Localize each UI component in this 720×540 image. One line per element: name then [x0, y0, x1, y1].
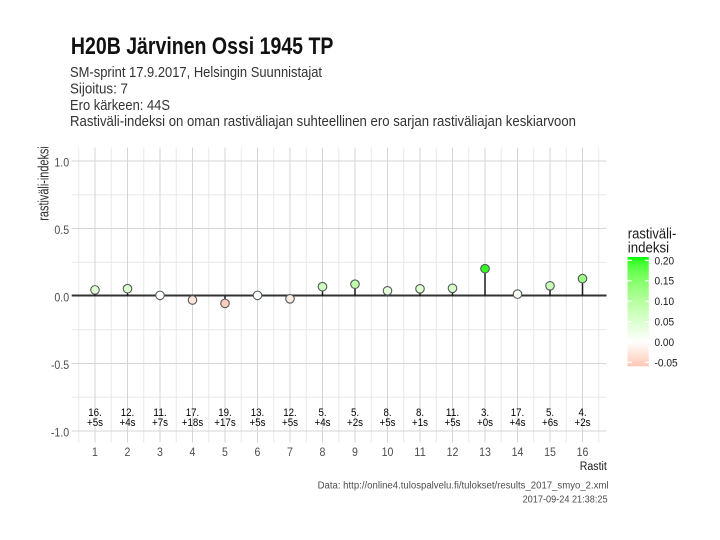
- svg-text:0.00: 0.00: [655, 337, 675, 349]
- svg-text:7: 7: [287, 445, 293, 459]
- svg-text:17.: 17.: [186, 407, 200, 419]
- svg-text:SM-sprint 17.9.2017, Helsingin: SM-sprint 17.9.2017, Helsingin Suunnista…: [70, 65, 322, 81]
- svg-text:1.0: 1.0: [54, 155, 69, 169]
- svg-text:13: 13: [479, 445, 491, 459]
- svg-text:0.05: 0.05: [655, 317, 675, 329]
- svg-text:-0.05: -0.05: [655, 357, 678, 369]
- svg-text:8.: 8.: [416, 407, 424, 419]
- svg-text:+2s: +2s: [575, 417, 591, 429]
- svg-text:5.: 5.: [546, 407, 554, 419]
- svg-text:15: 15: [544, 445, 556, 459]
- svg-text:+7s: +7s: [152, 417, 168, 429]
- svg-text:0.20: 0.20: [655, 255, 675, 267]
- svg-text:5.: 5.: [351, 407, 359, 419]
- svg-text:3: 3: [157, 445, 163, 459]
- svg-text:5.: 5.: [318, 407, 326, 419]
- svg-text:11.: 11.: [446, 407, 460, 419]
- svg-text:12.: 12.: [283, 407, 297, 419]
- svg-text:16.: 16.: [88, 407, 102, 419]
- svg-text:11.: 11.: [153, 407, 167, 419]
- svg-text:5: 5: [222, 445, 228, 459]
- svg-text:4: 4: [190, 445, 196, 459]
- svg-text:10: 10: [382, 445, 394, 459]
- svg-text:0.10: 0.10: [655, 296, 675, 308]
- svg-text:H20B Järvinen Ossi 1945 TP: H20B Järvinen Ossi 1945 TP: [71, 34, 334, 60]
- svg-text:Ero kärkeen: 44S: Ero kärkeen: 44S: [70, 98, 170, 114]
- svg-text:Sijoitus: 7: Sijoitus: 7: [70, 81, 128, 97]
- svg-text:16: 16: [577, 445, 589, 459]
- svg-text:+5s: +5s: [445, 417, 461, 429]
- svg-text:+18s: +18s: [182, 417, 204, 429]
- svg-text:+6s: +6s: [542, 417, 558, 429]
- svg-text:2: 2: [125, 445, 131, 459]
- svg-text:rastiväli-: rastiväli-: [628, 227, 677, 243]
- svg-text:Rastit: Rastit: [580, 461, 608, 473]
- svg-text:+0s: +0s: [477, 417, 493, 429]
- svg-text:indeksi: indeksi: [628, 241, 669, 257]
- svg-text:4.: 4.: [578, 407, 586, 419]
- svg-text:Data: http://online4.tulospalv: Data: http://online4.tulospalvelu.fi/tul…: [318, 481, 609, 492]
- svg-text:0.5: 0.5: [54, 223, 69, 237]
- svg-text:+2s: +2s: [347, 417, 363, 429]
- svg-text:1: 1: [92, 445, 98, 459]
- svg-text:rastiväli-indeksi: rastiväli-indeksi: [36, 146, 52, 221]
- svg-text:+4s: +4s: [315, 417, 331, 429]
- svg-text:0.15: 0.15: [655, 276, 675, 288]
- svg-text:6: 6: [255, 445, 261, 459]
- svg-text:+1s: +1s: [412, 417, 428, 429]
- svg-text:+5s: +5s: [380, 417, 396, 429]
- svg-text:-1.0: -1.0: [51, 425, 70, 439]
- svg-text:14: 14: [512, 445, 524, 459]
- svg-text:+17s: +17s: [214, 417, 236, 429]
- svg-text:+4s: +4s: [510, 417, 526, 429]
- svg-text:+4s: +4s: [120, 417, 136, 429]
- svg-text:+5s: +5s: [250, 417, 266, 429]
- svg-text:+5s: +5s: [87, 417, 103, 429]
- svg-text:13.: 13.: [251, 407, 265, 419]
- svg-text:12.: 12.: [121, 407, 135, 419]
- svg-text:19.: 19.: [218, 407, 232, 419]
- svg-text:17.: 17.: [511, 407, 525, 419]
- svg-text:2017-09-24 21:38:25: 2017-09-24 21:38:25: [523, 495, 608, 506]
- svg-text:Rastiväli-indeksi on oman rast: Rastiväli-indeksi on oman rastiväliajan …: [70, 114, 576, 130]
- svg-text:3.: 3.: [481, 407, 489, 419]
- svg-text:+5s: +5s: [282, 417, 298, 429]
- svg-text:-0.5: -0.5: [51, 358, 70, 372]
- svg-text:8: 8: [320, 445, 326, 459]
- svg-text:11: 11: [414, 445, 426, 459]
- svg-text:0.0: 0.0: [54, 290, 69, 304]
- svg-text:8.: 8.: [383, 407, 391, 419]
- svg-text:9: 9: [352, 445, 358, 459]
- svg-text:12: 12: [447, 445, 459, 459]
